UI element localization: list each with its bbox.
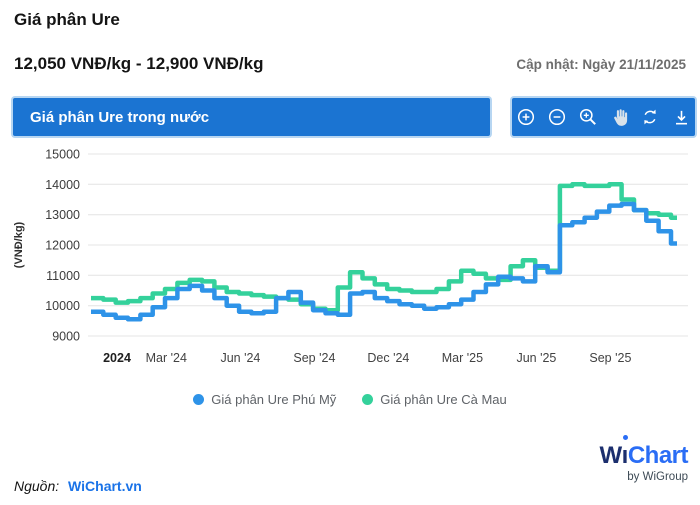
y-tick-label: 15000 (45, 148, 80, 162)
zoom-in-button[interactable] (514, 104, 539, 130)
chart-legend: Giá phân Ure Phú Mỹ Giá phân Ure Cà Mau (0, 392, 700, 407)
reset-zoom-button[interactable] (638, 104, 663, 130)
logo-byline: by WiGroup (627, 471, 688, 483)
y-tick-label: 10000 (45, 299, 80, 313)
pan-hand-icon (613, 108, 627, 126)
chart-toolbar (512, 98, 695, 136)
logo-letter-i: ı (621, 442, 629, 469)
logo-letter-w: W (599, 442, 623, 469)
page-title: Giá phân Ure (14, 10, 120, 29)
price-range: 12,050 VNĐ/kg - 12,900 VNĐ/kg (14, 54, 264, 73)
chart-header-bar: Giá phân Ure trong nước (13, 98, 490, 136)
reset-zoom-icon (644, 109, 656, 125)
pan-button[interactable] (607, 104, 632, 130)
legend-label-phu-my: Giá phân Ure Phú Mỹ (211, 392, 337, 407)
legend-item-phu-my[interactable]: Giá phân Ure Phú Mỹ (193, 392, 336, 407)
x-tick-label: 2024 (103, 351, 131, 365)
zoom-area-icon (579, 108, 596, 125)
y-axis-label: (VNĐ/kg) (13, 221, 25, 268)
zoom-in-icon (517, 108, 535, 126)
x-tick-label: Sep '24 (293, 351, 335, 365)
legend-label-ca-mau: Giá phân Ure Cà Mau (380, 392, 507, 407)
wichart-wordmark: Wı Chart (599, 435, 689, 469)
legend-marker-phu-my (193, 394, 205, 405)
source-link[interactable]: WiChart.vn (68, 478, 142, 494)
legend-marker-ca-mau (362, 394, 374, 405)
x-tick-label: Jun '25 (516, 351, 556, 365)
source-label: Nguồn: (14, 478, 60, 494)
x-tick-label: Mar '24 (146, 351, 187, 365)
legend-item-ca-mau[interactable]: Giá phân Ure Cà Mau (362, 392, 507, 407)
zoom-out-icon (548, 108, 566, 126)
y-tick-label: 13000 (45, 208, 80, 222)
x-tick-label: Mar '25 (442, 351, 483, 365)
source-line: Nguồn: WiChart.vn (14, 478, 142, 494)
series-line-phu-my (91, 201, 677, 322)
series-line-ca-mau (91, 182, 677, 313)
download-icon (675, 110, 687, 124)
zoom-out-button[interactable] (545, 104, 570, 130)
x-tick-label: Sep '25 (589, 351, 631, 365)
zoom-area-button[interactable] (576, 104, 601, 130)
wichart-logo[interactable]: Wı Chart by WiGroup (599, 435, 689, 484)
updated-date: Cập nhật: Ngày 21/11/2025 (516, 57, 686, 72)
x-tick-label: Jun '24 (220, 351, 260, 365)
y-tick-label: 11000 (46, 269, 80, 283)
download-button[interactable] (669, 104, 694, 130)
logo-chart-text: Chart (627, 442, 689, 469)
subtitle-row: 12,050 VNĐ/kg - 12,900 VNĐ/kg Cập nhật: … (14, 54, 686, 74)
x-tick-label: Dec '24 (367, 351, 409, 365)
y-tick-label: 14000 (45, 178, 80, 192)
y-tick-label: 12000 (45, 239, 80, 253)
y-tick-label: 9000 (52, 330, 80, 344)
chart-plot-area[interactable]: 15000 14000 13000 12000 11000 10000 9000 (VNĐ/k… (0, 140, 700, 380)
chart-title: Giá phân Ure trong nước (30, 108, 210, 126)
logo-i-dot-icon (622, 435, 628, 440)
